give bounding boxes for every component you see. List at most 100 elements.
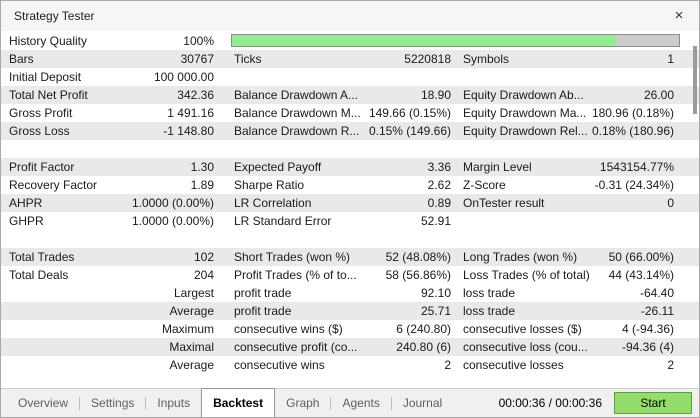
metric-value: 100% — [183, 34, 214, 48]
metric-value: 240.80 (6) — [396, 340, 451, 354]
vertical-scrollbar-thumb[interactable] — [693, 46, 697, 114]
metric-value: 204 — [193, 268, 214, 282]
tab-journal[interactable]: Journal — [402, 396, 443, 410]
metric-value: 0 — [667, 196, 674, 210]
metric-value: 342.36 — [177, 88, 214, 102]
tab-agents[interactable]: Agents — [342, 396, 380, 410]
history-quality-progress-bar — [231, 34, 680, 47]
metric-label: Margin Level — [463, 160, 532, 174]
tab-separator — [145, 396, 147, 410]
metric-label: Equity Drawdown Ab... — [463, 88, 584, 102]
metric-label: Bars — [9, 52, 34, 66]
metric-qualifier: Largest — [173, 286, 214, 300]
report-row-largest: Largest profit trade 92.10 loss trade -6… — [1, 284, 699, 302]
metric-value: 25.71 — [420, 304, 451, 318]
metric-value: 2 — [444, 358, 451, 372]
metric-value: 100 000.00 — [153, 70, 214, 84]
report-row-ghpr: GHPR 1.0000 (0.00%) LR Standard Error 52… — [1, 212, 699, 230]
metric-value: 30767 — [180, 52, 214, 66]
report-row-average-trade: Average profit trade 25.71 loss trade -2… — [1, 302, 699, 320]
metric-label: AHPR — [9, 196, 43, 210]
metric-value: 0.15% (149.66) — [368, 124, 451, 138]
metric-label: consecutive wins — [234, 358, 325, 372]
tab-bar: Overview Settings Inputs Backtest Graph … — [1, 387, 699, 417]
tab-graph[interactable]: Graph — [286, 396, 320, 410]
metric-value: 180.96 (0.18%) — [591, 106, 674, 120]
metric-value: 2 — [667, 358, 674, 372]
metric-value: -94.36 (4) — [621, 340, 674, 354]
metric-qualifier: Average — [169, 358, 214, 372]
metric-label: Z-Score — [463, 178, 506, 192]
metric-value: 2.62 — [427, 178, 451, 192]
metric-label: consecutive profit (co... — [234, 340, 358, 354]
metric-qualifier: Maximum — [161, 322, 214, 336]
metric-label: Expected Payoff — [234, 160, 322, 174]
report-row-bars: Bars 30767 Ticks 5220818 Symbols 1 — [1, 50, 699, 68]
metric-value: 3.36 — [427, 160, 451, 174]
metric-value: 4 (-94.36) — [621, 322, 674, 336]
metric-label: Symbols — [463, 52, 510, 66]
report-row-total-net-profit: Total Net Profit 342.36 Balance Drawdown… — [1, 86, 699, 104]
metric-label: Total Deals — [9, 268, 69, 282]
metric-label: Initial Deposit — [9, 70, 82, 84]
tab-settings[interactable]: Settings — [91, 396, 135, 410]
metric-label: Recovery Factor — [9, 178, 98, 192]
metric-label: Loss Trades (% of total) — [463, 268, 590, 282]
tab-overview[interactable]: Overview — [18, 396, 69, 410]
report-row-ahpr: AHPR 1.0000 (0.00%) LR Correlation 0.89 … — [1, 194, 699, 212]
metric-label: profit trade — [234, 286, 292, 300]
report-row-total-deals: Total Deals 204 Profit Trades (% of to..… — [1, 266, 699, 284]
metric-value: 1.30 — [190, 160, 214, 174]
metric-value: 1.0000 (0.00%) — [131, 214, 214, 228]
metric-label: Equity Drawdown Ma... — [463, 106, 587, 120]
metric-value: 149.66 (0.15%) — [368, 106, 451, 120]
tab-separator — [390, 396, 392, 410]
backtest-report-table: History Quality 100% Bars 30767 Ticks 52… — [1, 32, 699, 374]
metric-value: 52.91 — [420, 214, 451, 228]
report-row-recovery-factor: Recovery Factor 1.89 Sharpe Ratio 2.62 Z… — [1, 176, 699, 194]
metric-label: loss trade — [463, 304, 516, 318]
metric-value: -26.11 — [640, 304, 674, 318]
metric-qualifier: Maximal — [169, 340, 214, 354]
metric-label: Profit Factor — [9, 160, 75, 174]
metric-value: 26.00 — [643, 88, 674, 102]
metric-label: Gross Loss — [9, 124, 70, 138]
metric-value: -64.40 — [639, 286, 674, 300]
status-area: 00:00:36 / 00:00:36 Start — [499, 392, 693, 414]
metric-label: consecutive loss (cou... — [463, 340, 588, 354]
metric-value: 0.89 — [427, 196, 451, 210]
tab-inputs[interactable]: Inputs — [157, 396, 191, 410]
metric-value: 0.18% (180.96) — [591, 124, 674, 138]
metric-label: loss trade — [463, 286, 516, 300]
report-row-gross-loss: Gross Loss -1 148.80 Balance Drawdown R.… — [1, 122, 699, 140]
metric-value: 5220818 — [404, 52, 451, 66]
metric-label: History Quality — [9, 34, 88, 48]
report-row-maximum-consecutive: Maximum consecutive wins ($) 6 (240.80) … — [1, 320, 699, 338]
metric-label: Sharpe Ratio — [234, 178, 305, 192]
start-button[interactable]: Start — [614, 392, 692, 414]
metric-label: profit trade — [234, 304, 292, 318]
report-row-maximal-consecutive: Maximal consecutive profit (co... 240.80… — [1, 338, 699, 356]
window-title: Strategy Tester — [14, 9, 95, 23]
title-bar: Strategy Tester × — [1, 1, 699, 31]
report-row-initial-deposit: Initial Deposit 100 000.00 — [1, 68, 699, 86]
metric-label: LR Correlation — [234, 196, 312, 210]
report-row-profit-factor: Profit Factor 1.30 Expected Payoff 3.36 … — [1, 158, 699, 176]
metric-value: 58 (56.86%) — [385, 268, 451, 282]
metric-label: OnTester result — [463, 196, 545, 210]
report-row-average-consecutive: Average consecutive wins 2 consecutive l… — [1, 356, 699, 374]
metric-value: 92.10 — [420, 286, 451, 300]
metric-label: consecutive wins ($) — [234, 322, 343, 336]
metric-label: Balance Drawdown R... — [234, 124, 360, 138]
spacer-row — [1, 140, 699, 158]
metric-label: Long Trades (won %) — [463, 250, 578, 264]
tab-backtest[interactable]: Backtest — [201, 387, 276, 417]
report-row-gross-profit: Gross Profit 1 491.16 Balance Drawdown M… — [1, 104, 699, 122]
progress-fill — [232, 35, 617, 46]
metric-value: 1.89 — [190, 178, 214, 192]
metric-value: 1543154.77% — [599, 160, 674, 174]
metric-label: consecutive losses ($) — [463, 322, 582, 336]
metric-value: 18.90 — [420, 88, 451, 102]
close-icon[interactable]: × — [674, 7, 684, 24]
spacer-row — [1, 230, 699, 248]
